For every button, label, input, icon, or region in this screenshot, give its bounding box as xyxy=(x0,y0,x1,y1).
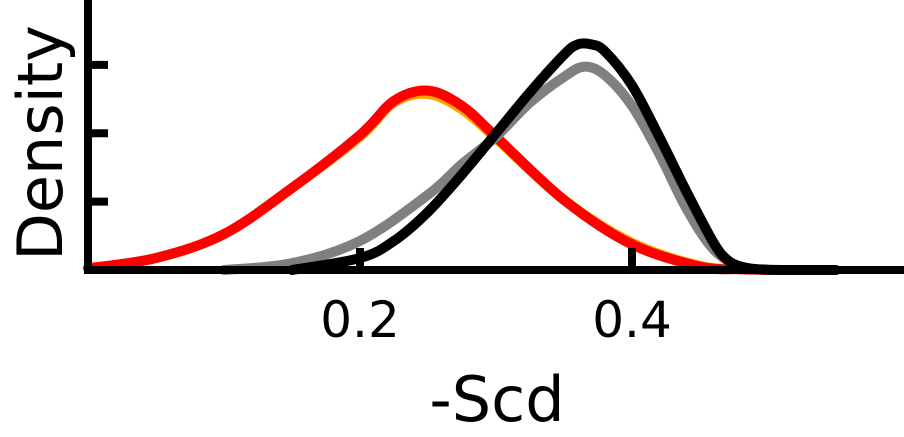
x-tick-label: 0.4 xyxy=(592,291,672,349)
x-axis-label: -Scd xyxy=(429,363,564,436)
ticks: 0.2 0.4 xyxy=(88,60,672,349)
density-curve-4 xyxy=(287,38,841,275)
y-axis-label: Density xyxy=(4,25,77,261)
density-curve-2 xyxy=(83,85,773,275)
plot-area xyxy=(83,38,841,275)
x-tick-label: 0.2 xyxy=(320,291,400,349)
